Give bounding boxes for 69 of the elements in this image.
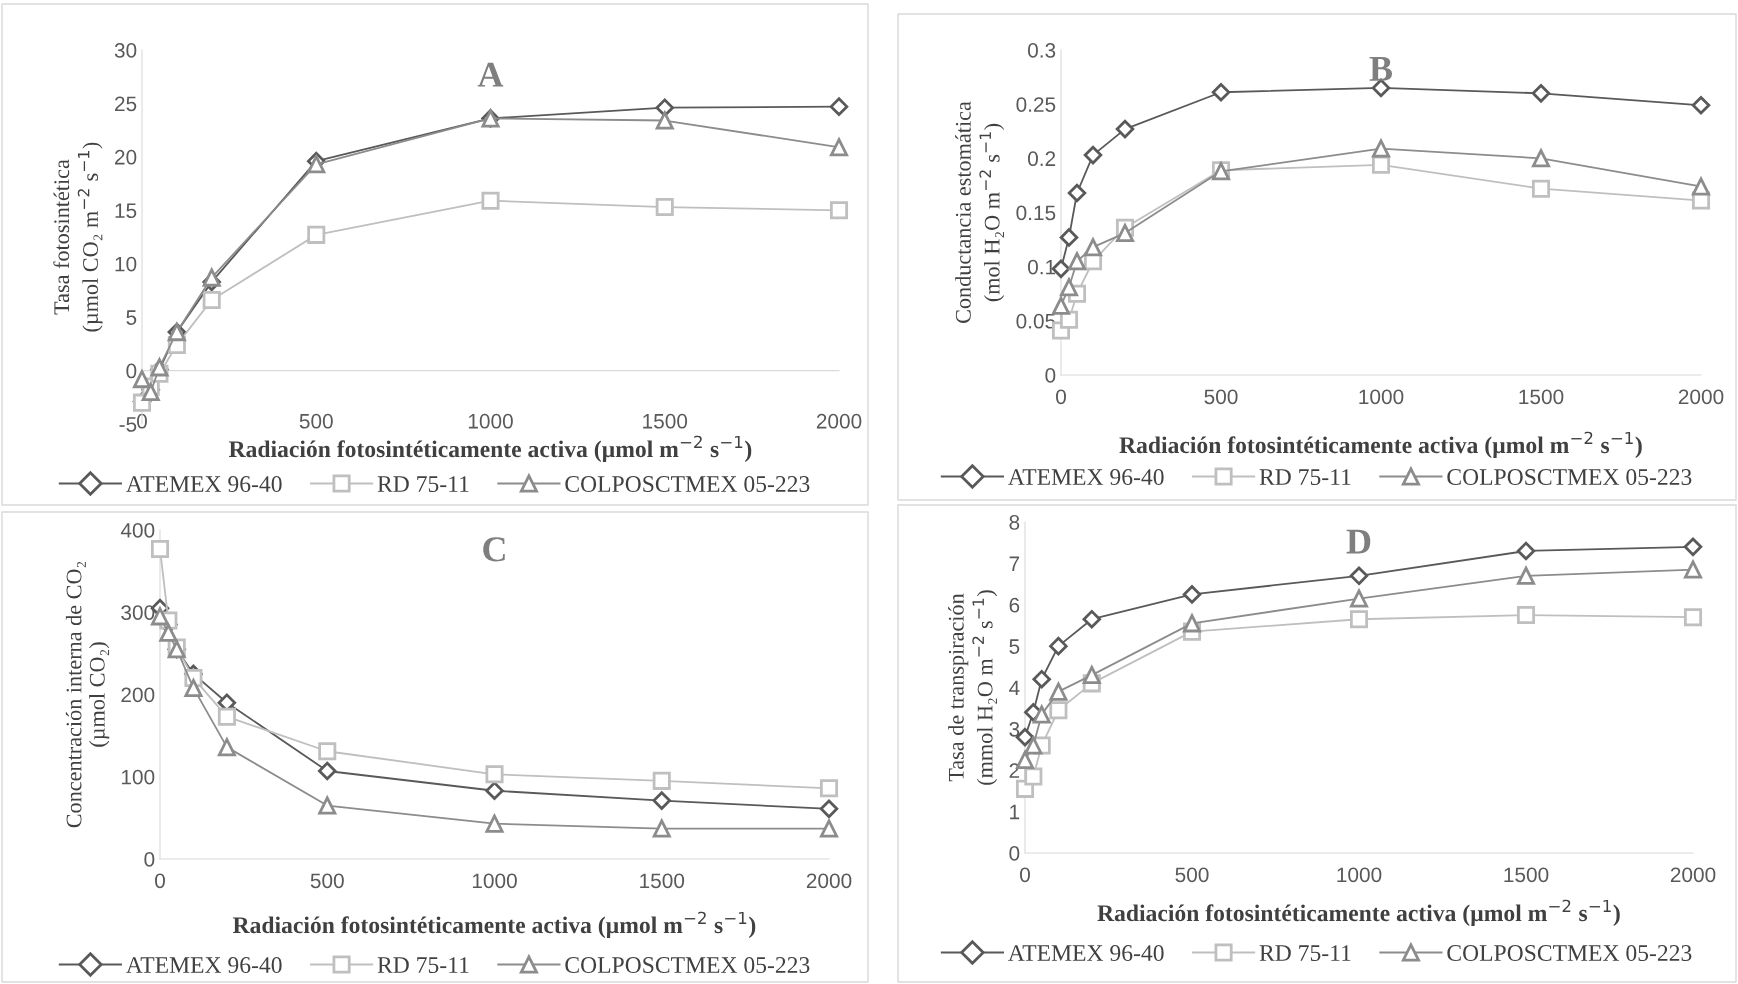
- y-tick-label: 0.25: [1016, 97, 1056, 112]
- x-tick-label: 0: [155, 873, 165, 889]
- y-tick-label: 5: [1009, 639, 1020, 654]
- y-tick-label: 0: [1045, 368, 1056, 383]
- y-tick-label: 20: [115, 149, 137, 165]
- y-tick-label: 10: [115, 256, 137, 272]
- chart-title: A: [477, 62, 504, 87]
- y-tick-label: 100: [121, 769, 155, 785]
- y-tick-label: 1: [1010, 804, 1020, 820]
- y-tick-label: 0.15: [1016, 205, 1056, 221]
- x-tick-label: 1000: [1359, 389, 1404, 405]
- x-axis-title: Radiación fotosintéticamente activa (µmol m$^{−2}$ s$^{−1}$): [1097, 899, 1620, 926]
- y-axis-title: Tasa de transpiración (mmol H₂O m$^{−2}$ s$^{−1}$): [948, 590, 998, 785]
- y-tick-label: 0.1: [1027, 259, 1056, 275]
- chart-title: B: [1369, 57, 1393, 81]
- x-tick-label: 1500: [640, 873, 685, 889]
- x-tick-label: 2000: [1678, 389, 1724, 405]
- legend-label: ATEMEX 96-40: [126, 957, 282, 973]
- y-tick-label: 7: [1009, 556, 1020, 571]
- x-tick-label: 1500: [1504, 867, 1549, 883]
- legend-label: COLPOSCTMEX 05-223: [1447, 945, 1692, 961]
- legend-label: ATEMEX 96-40: [126, 476, 282, 492]
- legend-label: ATEMEX 96-40: [1008, 469, 1164, 485]
- y-tick-label: 0: [144, 852, 155, 867]
- x-tick-label: 500: [1175, 867, 1209, 883]
- x-tick-label: 1500: [1519, 389, 1564, 405]
- y-tick-label: 30: [114, 43, 137, 58]
- x-axis-title: Radiación fotosintéticamente activa (µmol m$^{−2}$ s$^{−1}$): [228, 435, 752, 462]
- x-tick-label: 1500: [643, 413, 688, 429]
- y-axis-title: Tasa fotosintética (µmol CO₂ m$^{−2}$ s$^{−1}$): [53, 142, 103, 332]
- y-tick-label: -5: [119, 417, 137, 432]
- x-tick-label: 1000: [468, 413, 513, 429]
- legend-label: RD 75-11: [377, 476, 469, 492]
- y-tick-label: 3: [1009, 721, 1020, 737]
- y-tick-label: 400: [120, 523, 155, 538]
- x-tick-label: 2000: [816, 413, 862, 429]
- legend-label: RD 75-11: [1259, 945, 1351, 961]
- y-tick-label: 200: [121, 687, 155, 703]
- y-tick-label: 5: [126, 310, 137, 325]
- y-tick-label: 0: [1009, 846, 1020, 861]
- y-axis-title: Concentración interna de CO₂ (µmol CO₂): [65, 561, 110, 828]
- x-axis-title: Radiación fotosintéticamente activa (µmol m$^{−2}$ s$^{−1}$): [232, 911, 756, 938]
- x-tick-label: 500: [1204, 389, 1238, 405]
- y-tick-label: 25: [115, 96, 137, 112]
- chart-title: C: [483, 537, 505, 562]
- y-tick-label: 300: [121, 605, 155, 620]
- x-axis-title: Radiación fotosintéticamente activa (µmol m$^{−2}$ s$^{−1}$): [1119, 431, 1642, 458]
- legend-label: COLPOSCTMEX 05-223: [565, 476, 810, 492]
- y-tick-label: 6: [1009, 597, 1020, 613]
- y-tick-label: 15: [115, 203, 137, 219]
- x-tick-label: 500: [299, 413, 333, 429]
- legend-label: COLPOSCTMEX 05-223: [1447, 469, 1692, 485]
- chart-title: D: [1346, 529, 1371, 554]
- legend-label: ATEMEX 96-40: [1008, 945, 1164, 961]
- y-tick-label: 0.3: [1027, 43, 1056, 58]
- legend-label: RD 75-11: [377, 957, 469, 973]
- x-tick-label: 0: [1056, 389, 1066, 405]
- x-tick-label: 500: [310, 873, 344, 889]
- x-tick-label: 2000: [1670, 867, 1716, 883]
- y-tick-label: 0.2: [1027, 151, 1056, 167]
- x-tick-label: 2000: [806, 873, 852, 889]
- y-axis-title: Conductancia estomática (mol H₂O m$^{−2}$ s$^{−1}$): [955, 101, 1005, 323]
- x-tick-label: 1000: [1337, 867, 1382, 883]
- legend-label: COLPOSCTMEX 05-223: [565, 957, 810, 973]
- legend-label: RD 75-11: [1259, 469, 1351, 485]
- y-tick-label: 8: [1009, 515, 1020, 530]
- y-tick-label: 0: [126, 363, 137, 379]
- x-tick-label: 1000: [472, 873, 517, 889]
- y-tick-label: 4: [1009, 680, 1020, 696]
